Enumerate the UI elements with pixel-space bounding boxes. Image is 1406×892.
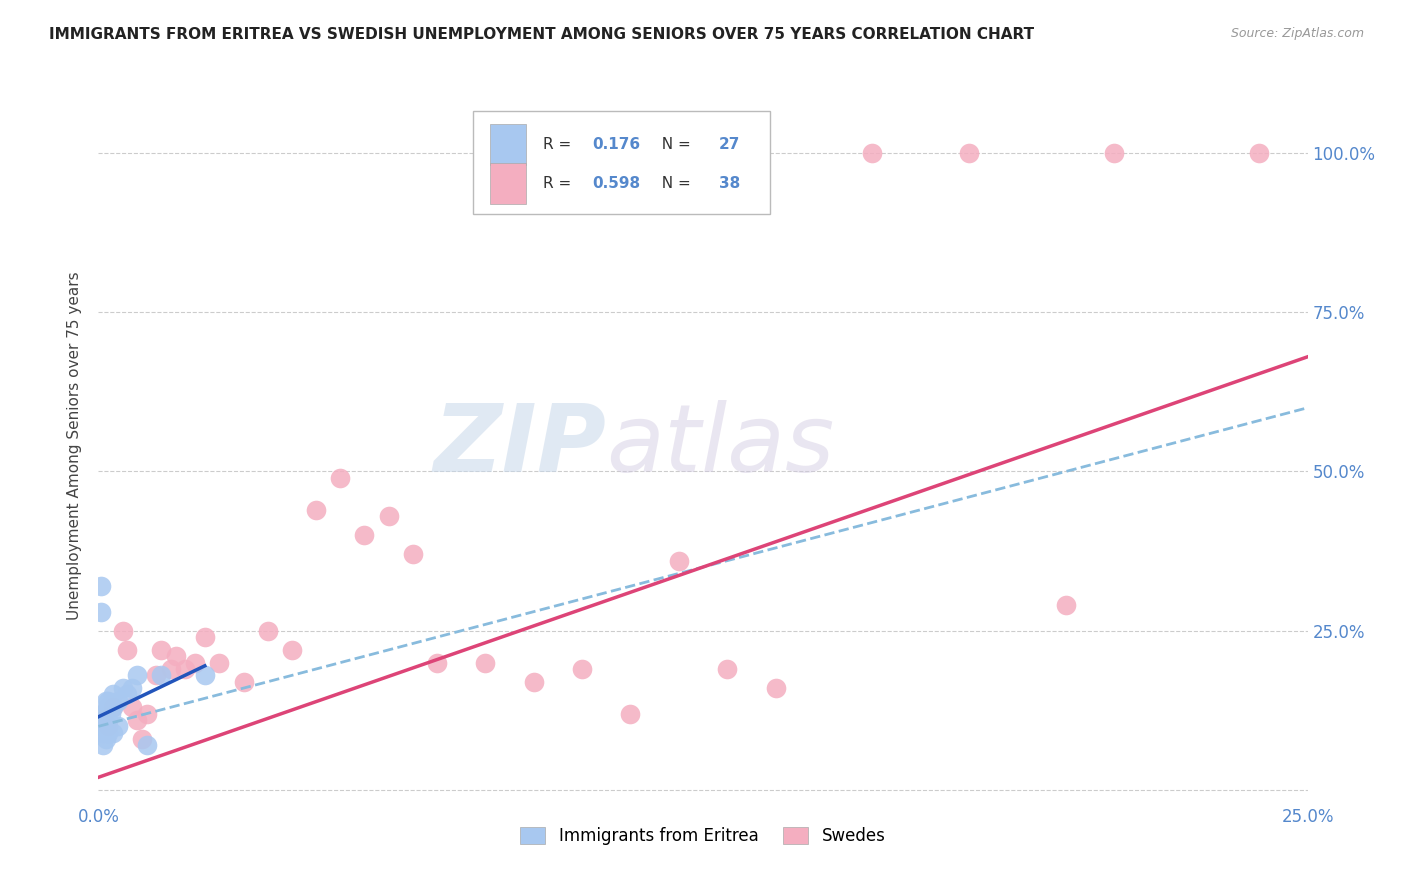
Point bbox=[97, 725, 120, 739]
Point bbox=[194, 630, 217, 644]
Point bbox=[121, 681, 143, 695]
Point bbox=[281, 643, 304, 657]
Point bbox=[91, 725, 114, 739]
Point bbox=[117, 688, 139, 702]
Text: 38: 38 bbox=[718, 176, 740, 191]
Point bbox=[91, 719, 114, 733]
Point bbox=[111, 624, 134, 638]
Point bbox=[184, 656, 207, 670]
Point bbox=[329, 471, 352, 485]
Point bbox=[619, 706, 641, 721]
Point bbox=[94, 694, 117, 708]
Point bbox=[97, 713, 120, 727]
Point bbox=[127, 668, 149, 682]
Point bbox=[716, 662, 738, 676]
Point bbox=[668, 554, 690, 568]
Point bbox=[145, 668, 167, 682]
Point bbox=[353, 528, 375, 542]
Y-axis label: Unemployment Among Seniors over 75 years: Unemployment Among Seniors over 75 years bbox=[67, 272, 83, 620]
Point bbox=[101, 700, 124, 714]
Point bbox=[523, 674, 546, 689]
Text: 0.176: 0.176 bbox=[592, 136, 640, 152]
Text: 27: 27 bbox=[718, 136, 740, 152]
Point bbox=[97, 719, 120, 733]
Point bbox=[208, 656, 231, 670]
Point bbox=[1102, 145, 1125, 160]
Point bbox=[90, 579, 112, 593]
Point bbox=[100, 706, 122, 721]
Point bbox=[135, 706, 157, 721]
Point bbox=[107, 719, 129, 733]
Text: N =: N = bbox=[652, 136, 696, 152]
Point bbox=[426, 656, 449, 670]
FancyBboxPatch shape bbox=[474, 111, 769, 214]
Point bbox=[117, 643, 139, 657]
Point bbox=[256, 624, 278, 638]
Point bbox=[1249, 145, 1271, 160]
Point bbox=[90, 605, 112, 619]
Text: 0.598: 0.598 bbox=[592, 176, 640, 191]
Point bbox=[101, 725, 124, 739]
Point bbox=[121, 700, 143, 714]
Point bbox=[97, 694, 120, 708]
Text: R =: R = bbox=[543, 176, 576, 191]
Point bbox=[571, 662, 593, 676]
Point bbox=[131, 732, 153, 747]
Point bbox=[232, 674, 254, 689]
Point bbox=[150, 643, 173, 657]
Point bbox=[91, 706, 114, 721]
Point bbox=[474, 656, 496, 670]
Point bbox=[402, 547, 425, 561]
Point bbox=[101, 688, 124, 702]
Point bbox=[305, 502, 328, 516]
Legend: Immigrants from Eritrea, Swedes: Immigrants from Eritrea, Swedes bbox=[513, 820, 893, 852]
Point bbox=[377, 509, 399, 524]
Text: N =: N = bbox=[652, 176, 696, 191]
Text: Source: ZipAtlas.com: Source: ZipAtlas.com bbox=[1230, 27, 1364, 40]
Point bbox=[160, 662, 183, 676]
Text: R =: R = bbox=[543, 136, 576, 152]
Point bbox=[165, 649, 187, 664]
Point bbox=[111, 681, 134, 695]
Point bbox=[860, 145, 883, 160]
Point bbox=[174, 662, 197, 676]
Point bbox=[101, 700, 124, 714]
Point bbox=[150, 668, 173, 682]
Point bbox=[765, 681, 787, 695]
Point bbox=[1054, 599, 1077, 613]
Point bbox=[94, 732, 117, 747]
Point bbox=[135, 739, 157, 753]
FancyBboxPatch shape bbox=[491, 163, 526, 204]
Point bbox=[91, 739, 114, 753]
Point bbox=[93, 706, 115, 721]
Point bbox=[127, 713, 149, 727]
Point bbox=[957, 145, 980, 160]
Text: IMMIGRANTS FROM ERITREA VS SWEDISH UNEMPLOYMENT AMONG SENIORS OVER 75 YEARS CORR: IMMIGRANTS FROM ERITREA VS SWEDISH UNEMP… bbox=[49, 27, 1035, 42]
Point bbox=[97, 700, 120, 714]
Text: atlas: atlas bbox=[606, 401, 835, 491]
Point bbox=[194, 668, 217, 682]
Point bbox=[91, 713, 114, 727]
Point bbox=[107, 694, 129, 708]
Point bbox=[93, 719, 115, 733]
Text: ZIP: ZIP bbox=[433, 400, 606, 492]
FancyBboxPatch shape bbox=[491, 124, 526, 165]
